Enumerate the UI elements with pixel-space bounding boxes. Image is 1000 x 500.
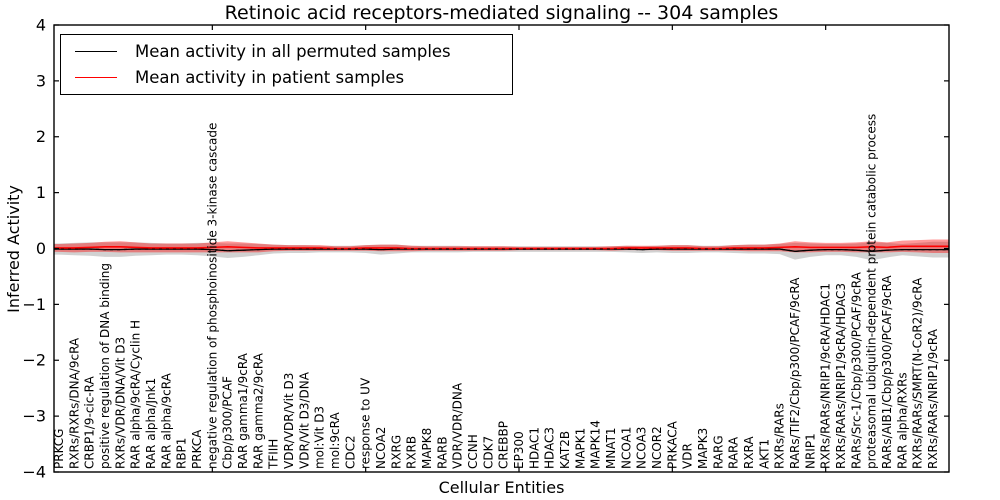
y-tick-label: −1 [22,295,46,314]
x-tick-label: RXRs/RXRs/DNA/9cRA [67,337,81,469]
x-tick-label: MAPK14 [589,420,603,469]
permuted-mean-dashes [54,248,949,252]
x-tick-label: mol:9cRA [328,412,342,469]
x-tick-label: RXRs/VDR/DNA/Vit D3 [113,337,127,469]
x-tick-label: PRKCA [190,429,204,469]
permuted-line-swatch [75,51,117,52]
x-tick-label: CREBBP [497,421,511,469]
x-tick-label: proteasomal ubiquitin-dependent protein … [865,114,879,469]
x-tick-label: RBP1 [175,438,189,469]
x-tick-label: CRBP1/9-cic-RA [83,375,97,469]
x-tick-label: MAPK8 [420,428,434,469]
x-tick-label: VDR/VDR/DNA [451,382,465,469]
x-tick-label: positive regulation of DNA binding [98,263,112,469]
x-tick-label: RXRB [405,436,419,469]
x-tick-label: AKT1 [757,439,771,469]
x-tick-label: NCOA3 [635,427,649,469]
x-tick-label: RARs/AIB1/Cbp/p300/PCAF/9cRA [880,275,894,469]
x-tick-label: MNAT1 [604,427,618,469]
y-tick-label: 1 [36,183,46,202]
x-tick-label: mol:Vit D3 [313,406,327,469]
x-tick-label: PRKCG [52,429,66,469]
x-tick-label: RARG [711,435,725,469]
x-tick-label: response to UV [359,377,373,469]
x-tick-label: HDAC1 [527,427,541,469]
x-tick-label: RARs/TIF2/Cbp/p300/PCAF/9cRA [788,277,802,469]
legend-item-permuted: Mean activity in all permuted samples [75,42,512,61]
x-tick-label: VDR [681,443,695,469]
x-tick-label: MAPK1 [573,428,587,469]
x-tick-label: RXRs/RARs [773,403,787,469]
x-tick-label: RAR alpha/RXRs [895,372,909,469]
x-tick-label: RAR gamma2/9cRA [251,352,265,469]
x-tick-label: RAR gamma1/9cRA [236,352,250,469]
x-tick-label: CDK7 [481,436,495,469]
x-tick-label: RXRA [742,436,756,469]
x-tick-label: RAR alpha/Jnk1 [144,378,158,469]
y-tick-label: 2 [36,127,46,146]
y-tick-label: −3 [22,407,46,426]
x-tick-label: RXRs/RARs/NRIP1/9cRA [926,328,940,469]
x-tick-label: NCOA1 [619,427,633,469]
y-tick-label: −4 [22,462,46,481]
x-axis-label: Cellular Entities [438,478,565,497]
x-tick-label: RAR alpha/9cRA [159,372,173,469]
chart-title: Retinoic acid receptors-mediated signali… [224,2,779,24]
x-tick-label: PRKACA [665,420,679,469]
x-tick-label: TFIIH [267,439,281,470]
x-tick-label: VDR/Vit D3/DNA [297,371,311,469]
x-tick-label: NCOA2 [374,427,388,469]
x-tick-label: RARB [435,436,449,469]
y-tick-label: −2 [22,351,46,370]
y-tick-label: 0 [36,239,46,258]
legend: Mean activity in all permuted samples Me… [60,34,513,95]
x-tick-label: NRIP1 [803,433,817,469]
x-tick-label: RXRs/RARs/NRIP1/9cRA/HDAC1 [819,283,833,469]
plot-area: 4 3 2 1 0 −1 −2 −3 −4 PRKCG RXRs/RXRs/DNA/9cRA CRBP… [22,15,950,481]
plot-border [53,24,950,473]
x-tick-label: RAR alpha/9cRA/Cyclin H [129,320,143,469]
x-tick-label: EP300 [512,431,526,469]
x-tick-label: MAPK3 [696,428,710,469]
x-tick-label: VDR/VDR/Vit D3 [282,373,296,469]
x-tick-label: RXRG [389,435,403,469]
x-tick-label: RXRs/RARs/SMRT(N-CoR2)/9cRA [911,277,925,469]
y-tick-label: 4 [36,15,46,34]
x-tick-label: RARA [727,436,741,469]
x-tick-label: CCNH [466,434,480,469]
legend-label-permuted: Mean activity in all permuted samples [135,42,451,61]
x-tick-label: RXRs/RARs/NRIP1/9cRA/HDAC3 [834,283,848,469]
x-tick-label: NCOR2 [650,426,664,469]
x-tick-label: KAT2B [558,431,572,469]
x-tick-label: HDAC3 [543,427,557,469]
permuted-band [54,241,949,261]
legend-label-patient: Mean activity in patient samples [135,68,405,87]
y-tick-label: 3 [36,71,46,90]
x-tick-label: negative regulation of phosphoinositide … [205,123,219,469]
patient-line-swatch [75,77,117,78]
x-tick-label: Cbp/p300/PCAF [221,376,235,469]
x-tick-label: RARs/Src-1/Cbp/p300/PCAF/9cRA [849,271,863,469]
y-axis-label: Inferred Activity [4,185,23,313]
legend-item-patient: Mean activity in patient samples [75,68,512,87]
x-tick-label: CDC2 [343,435,357,469]
